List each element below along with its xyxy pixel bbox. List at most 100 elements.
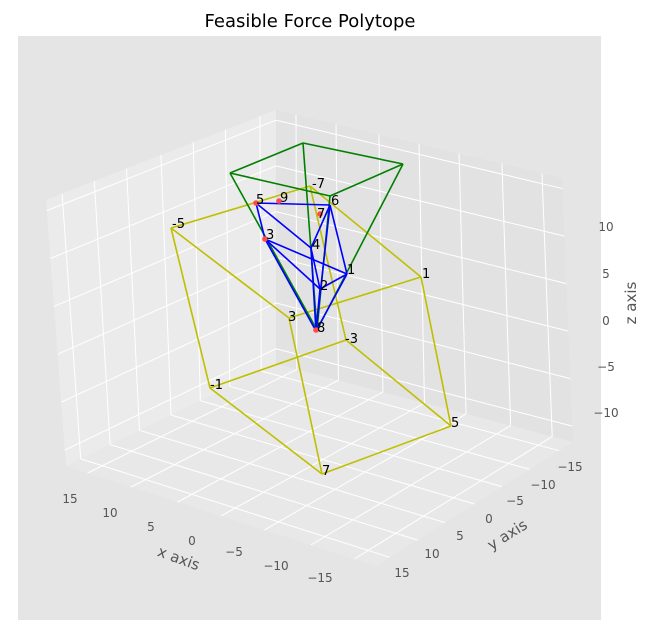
- blue-vertex-label: 9: [280, 191, 288, 206]
- pane-left: [46, 110, 276, 466]
- chart-title: Feasible Force Polytope: [205, 11, 416, 32]
- yellow-edge: [321, 425, 452, 475]
- blue-edge: [255, 202, 266, 240]
- gridline-x-wall-3: [160, 154, 172, 416]
- x-tick-label: −15: [307, 571, 332, 585]
- y-tick-label: 10: [424, 547, 439, 561]
- y-tick-label: −10: [530, 478, 555, 492]
- yellow-edge: [170, 227, 290, 319]
- gridline-x-wall-6: [259, 116, 262, 372]
- z-tick-label: 0: [602, 314, 610, 328]
- blue-vertex-label: 4: [312, 238, 320, 253]
- vertex-marker: [253, 200, 259, 206]
- blue-edge: [310, 247, 321, 290]
- yellow-vertex-label: 5: [451, 416, 459, 431]
- vertex-marker: [276, 198, 282, 204]
- polytope-edges: [170, 142, 452, 475]
- gridline-x-wall-2: [126, 168, 140, 431]
- vertex-marker: [262, 236, 268, 242]
- gridline-y-floor-1: [130, 379, 339, 488]
- green-edge: [329, 163, 404, 197]
- yellow-vertex-label: 1: [422, 267, 430, 282]
- green-edge: [229, 172, 331, 197]
- gridline-y-wall-2: [378, 134, 384, 393]
- blue-edge: [315, 288, 321, 332]
- yellow-edge: [288, 276, 422, 319]
- blue-edge: [264, 238, 321, 290]
- blue-edge: [315, 273, 348, 332]
- pane-right: [276, 110, 573, 442]
- yellow-edge: [345, 339, 452, 427]
- yellow-vertex-label: -3: [345, 332, 358, 347]
- z-tick-label: −10: [593, 406, 618, 420]
- blue-edge: [264, 238, 317, 332]
- vertex-marker: [317, 211, 323, 217]
- x-tick-label: 0: [188, 534, 196, 548]
- gridline-x-wall-4: [192, 142, 201, 401]
- z-tick-label: 10: [598, 220, 613, 234]
- gridline-y-wall-6: [541, 173, 553, 437]
- blue-edge: [319, 273, 348, 290]
- gridline-y-wall-4: [458, 153, 467, 414]
- gridline-x-wall-1: [93, 181, 111, 445]
- yellow-edge: [209, 339, 347, 389]
- gridlines: [46, 114, 573, 560]
- gridline-x-wall-5: [224, 129, 231, 387]
- green-edge: [229, 142, 304, 174]
- y-tick-label: 0: [485, 512, 493, 526]
- yellow-vertex-label: -7: [312, 177, 325, 192]
- yellow-edge: [209, 387, 323, 475]
- blue-vertex-label: 3: [266, 228, 274, 243]
- yellow-vertex-label: -1: [210, 378, 223, 393]
- green-edge: [229, 172, 318, 331]
- gridline-y-floor-2: [177, 391, 384, 503]
- x-tick-label: −5: [225, 545, 243, 559]
- yellow-edge: [309, 185, 347, 341]
- z-tick-label: −5: [597, 360, 615, 374]
- gridline-x-wall-0: [61, 193, 82, 459]
- yellow-vertex-label: -5: [172, 217, 185, 232]
- vertex-marker: [313, 327, 319, 333]
- yellow-edge: [309, 185, 422, 278]
- gridline-y-floor-6: [354, 436, 553, 560]
- green-edge: [302, 142, 404, 165]
- x-tick-label: 10: [102, 506, 117, 520]
- yellow-edge: [288, 317, 323, 475]
- y-tick-label: 5: [456, 529, 464, 543]
- gridline-y-wall-0: [295, 114, 298, 370]
- blue-edge: [310, 204, 331, 249]
- x-tick-label: 5: [147, 520, 155, 534]
- z-axis-label: z axis: [622, 281, 640, 324]
- gridline-y-wall-5: [501, 163, 512, 426]
- blue-edge: [310, 247, 317, 332]
- z-tick-label: 5: [602, 267, 610, 281]
- blue-edge: [255, 202, 331, 206]
- yellow-edge: [420, 276, 452, 427]
- gridline-y-floor-0: [87, 369, 298, 474]
- blue-edge: [255, 202, 312, 249]
- x-tick-label: 15: [62, 492, 77, 506]
- yellow-vertex-label: 3: [288, 310, 296, 325]
- y-tick-label: 15: [394, 566, 409, 580]
- blue-edge: [264, 238, 348, 275]
- gridline-y-floor-5: [310, 425, 511, 546]
- y-tick-label: −15: [557, 460, 582, 474]
- yellow-vertex-label: 7: [322, 464, 330, 479]
- yellow-edge: [170, 227, 211, 389]
- blue-vertex-label: 1: [347, 263, 355, 278]
- blue-vertex-label: 7: [317, 207, 325, 222]
- gridline-y-wall-3: [418, 143, 425, 404]
- blue-vertex-label: 8: [317, 321, 325, 336]
- gridline-y-floor-3: [220, 402, 425, 517]
- blue-vertex-label: 5: [256, 193, 264, 208]
- gridline-y-wall-1: [335, 124, 339, 381]
- x-tick-label: −10: [263, 559, 288, 573]
- yellow-edge: [170, 185, 311, 229]
- y-tick-label: −5: [506, 494, 524, 508]
- blue-vertex-label: 2: [320, 279, 328, 294]
- blue-vertex-label: 6: [331, 194, 339, 209]
- blue-edge: [329, 204, 348, 275]
